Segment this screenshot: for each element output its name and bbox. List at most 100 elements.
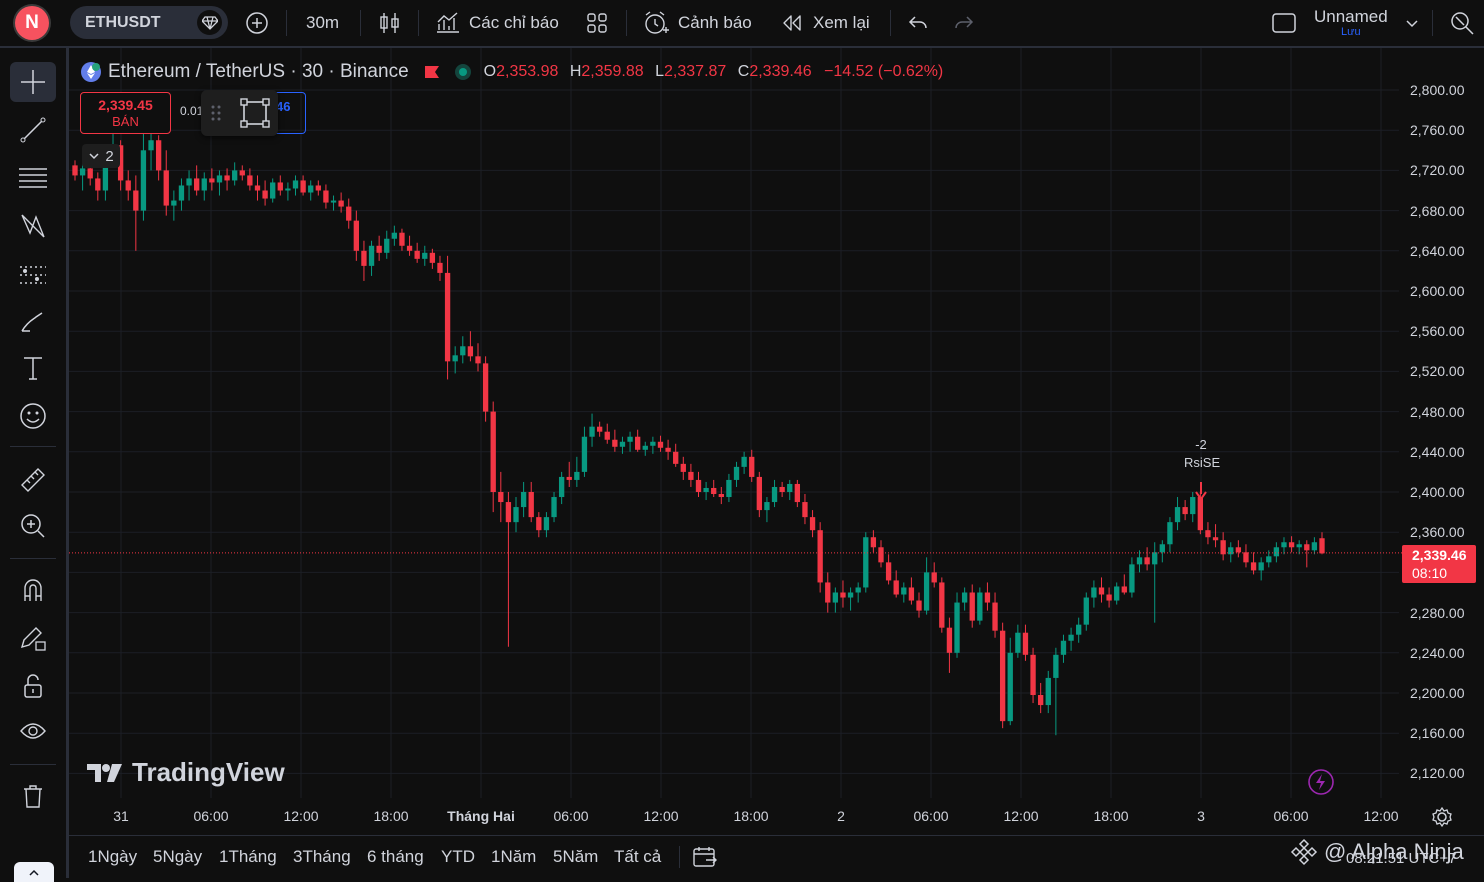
candle-body[interactable] — [1289, 542, 1294, 547]
candle-body[interactable] — [171, 201, 176, 206]
candle-body[interactable] — [574, 472, 579, 480]
candle-body[interactable] — [1182, 507, 1187, 514]
text-tool[interactable] — [10, 348, 56, 388]
candle-body[interactable] — [361, 251, 366, 266]
candle-body[interactable] — [255, 185, 260, 190]
candle-body[interactable] — [316, 185, 321, 190]
candle-body[interactable] — [338, 201, 343, 207]
candle-body[interactable] — [217, 175, 222, 182]
candle-body[interactable] — [817, 530, 822, 582]
candle-body[interactable] — [529, 492, 534, 517]
candle-body[interactable] — [825, 582, 830, 602]
candle-body[interactable] — [384, 239, 389, 253]
replay-button[interactable]: Xem lại — [780, 0, 870, 46]
candle-body[interactable] — [1030, 655, 1035, 695]
candle-body[interactable] — [1000, 631, 1005, 721]
candle-body[interactable] — [567, 477, 572, 480]
candle-body[interactable] — [1084, 598, 1089, 625]
candle-body[interactable] — [1053, 655, 1058, 678]
candle-body[interactable] — [1319, 538, 1324, 553]
candle-body[interactable] — [72, 165, 77, 175]
candle-body[interactable] — [703, 488, 708, 492]
candle-body[interactable] — [954, 603, 959, 653]
candle-body[interactable] — [749, 457, 754, 477]
brush-tool[interactable] — [10, 302, 56, 342]
indicator-collapse-button[interactable]: 2 — [82, 144, 120, 168]
candle-body[interactable] — [977, 593, 982, 621]
candle-body[interactable] — [696, 480, 701, 492]
candle-body[interactable] — [673, 452, 678, 464]
candle-body[interactable] — [719, 494, 724, 497]
price-chart[interactable] — [69, 48, 1484, 833]
candle-body[interactable] — [308, 185, 313, 192]
candle-body[interactable] — [506, 502, 511, 522]
candle-body[interactable] — [156, 140, 161, 170]
candle-body[interactable] — [1099, 587, 1104, 594]
layouts-button[interactable] — [584, 0, 610, 46]
lightning-icon[interactable] — [1307, 768, 1335, 796]
candle-body[interactable] — [1023, 633, 1028, 655]
scroll-up-button[interactable] — [14, 862, 54, 882]
candle-body[interactable] — [635, 437, 640, 450]
candle-body[interactable] — [612, 440, 617, 447]
candle-body[interactable] — [430, 253, 435, 263]
candle-body[interactable] — [886, 562, 891, 580]
select-rectangle-icon[interactable] — [239, 97, 271, 129]
fib-tool[interactable] — [10, 158, 56, 198]
candle-body[interactable] — [863, 537, 868, 587]
candle-body[interactable] — [126, 180, 131, 190]
candle-body[interactable] — [293, 180, 298, 188]
candle-body[interactable] — [909, 587, 914, 600]
remove-drawings-tool[interactable] — [10, 776, 56, 816]
chart-pane[interactable] — [69, 48, 1484, 833]
lock-tool[interactable] — [10, 666, 56, 706]
candle-body[interactable] — [833, 593, 838, 603]
zoom-tool[interactable] — [10, 506, 56, 546]
candle-body[interactable] — [1175, 507, 1180, 522]
candle-body[interactable] — [764, 502, 769, 510]
diamond-icon[interactable] — [197, 10, 222, 35]
range-button[interactable]: 1Năm — [491, 847, 536, 867]
candle-body[interactable] — [627, 437, 632, 442]
candle-body[interactable] — [1129, 564, 1134, 592]
candle-body[interactable] — [1152, 552, 1157, 564]
candle-body[interactable] — [80, 168, 85, 175]
candle-body[interactable] — [711, 488, 716, 494]
candle-body[interactable] — [932, 572, 937, 582]
candle-body[interactable] — [300, 180, 305, 192]
candle-body[interactable] — [369, 246, 374, 266]
candle-body[interactable] — [551, 497, 556, 517]
candle-body[interactable] — [475, 356, 480, 363]
candle-body[interactable] — [1259, 562, 1264, 570]
drag-handle-icon[interactable] — [209, 103, 223, 123]
range-button[interactable]: YTD — [441, 847, 475, 867]
candle-body[interactable] — [605, 432, 610, 440]
candle-body[interactable] — [848, 593, 853, 598]
candle-body[interactable] — [392, 233, 397, 239]
candle-body[interactable] — [407, 246, 412, 251]
candle-body[interactable] — [734, 467, 739, 480]
candle-body[interactable] — [962, 593, 967, 603]
candle-body[interactable] — [422, 253, 427, 259]
candle-body[interactable] — [376, 246, 381, 253]
quick-search-button[interactable] — [1448, 0, 1476, 46]
candle-body[interactable] — [589, 427, 594, 437]
hide-drawings-tool[interactable] — [10, 712, 56, 752]
candle-body[interactable] — [559, 477, 564, 497]
candle-body[interactable] — [133, 191, 138, 211]
chart-type-button[interactable] — [376, 0, 402, 46]
candle-body[interactable] — [270, 182, 275, 198]
candle-body[interactable] — [148, 140, 153, 150]
candle-body[interactable] — [772, 487, 777, 502]
candle-body[interactable] — [1205, 530, 1210, 537]
candle-body[interactable] — [992, 603, 997, 631]
candle-body[interactable] — [331, 201, 336, 203]
candle-body[interactable] — [544, 517, 549, 530]
candle-body[interactable] — [643, 446, 648, 450]
candle-body[interactable] — [354, 221, 359, 251]
candle-body[interactable] — [757, 477, 762, 510]
candle-body[interactable] — [186, 178, 191, 185]
candle-body[interactable] — [1297, 544, 1302, 547]
candle-body[interactable] — [498, 492, 503, 502]
candle-body[interactable] — [947, 628, 952, 653]
